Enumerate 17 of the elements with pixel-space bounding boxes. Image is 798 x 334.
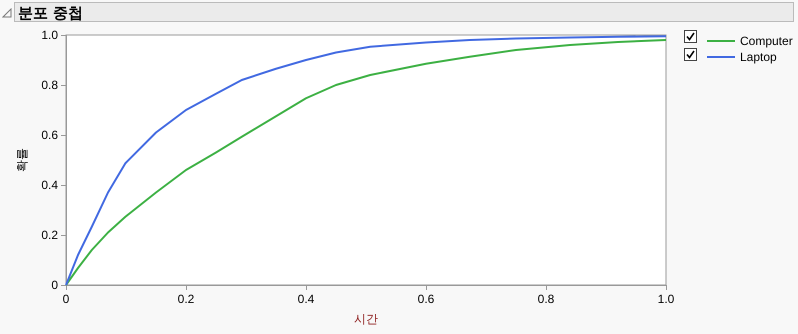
y-tick-label: 0.8 — [41, 78, 58, 92]
y-tick-label: 0.4 — [41, 178, 58, 192]
x-tick-label: 0 — [62, 292, 70, 306]
legend-label: Computer — [740, 34, 793, 48]
x-tick-label: 0.4 — [298, 292, 315, 306]
y-tick-label: 0 — [51, 278, 58, 292]
y-tick-label: 0.6 — [41, 128, 58, 142]
x-axis-title: 시간 — [354, 312, 378, 326]
x-tick-label: 0.6 — [418, 292, 435, 306]
x-tick-label: 1.0 — [658, 292, 675, 306]
chart-title: 분포 중첩 — [14, 2, 794, 22]
legend-label: Laptop — [740, 50, 778, 64]
x-tick-label: 0.2 — [178, 292, 195, 306]
y-tick-label: 0.2 — [41, 228, 58, 242]
x-tick-label: 0.8 — [538, 292, 555, 306]
y-axis-title: 확률 — [15, 148, 29, 172]
y-tick-label: 1.0 — [41, 28, 58, 42]
